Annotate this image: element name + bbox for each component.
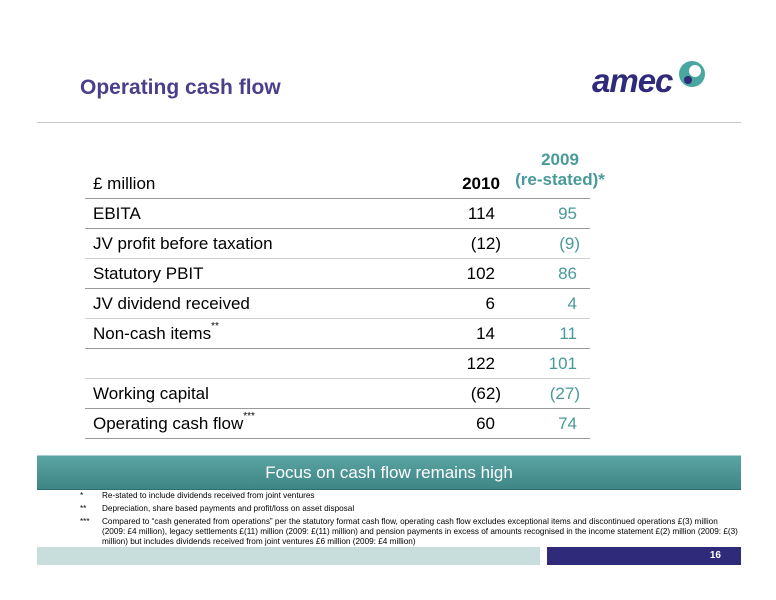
row-label: Non-cash items** xyxy=(93,321,219,344)
row-value-2010: (62) xyxy=(470,384,501,403)
row-label: EBITA xyxy=(93,204,141,223)
footer-bar xyxy=(37,547,540,565)
header-2010: 2010 xyxy=(462,174,500,193)
row-value-2009: 74 xyxy=(558,414,577,433)
row-label: JV profit before taxation xyxy=(93,234,273,253)
logo-swirl-icon xyxy=(679,61,705,87)
row-label-text: Operating cash flow xyxy=(93,414,244,433)
row-value-2010: 122 xyxy=(466,354,495,373)
row-value-2010: 6 xyxy=(485,294,495,313)
table-row-subtotal: 122 101 xyxy=(85,349,590,379)
footnote-text: Re-stated to include dividends received … xyxy=(102,491,315,500)
row-label: Operating cash flow*** xyxy=(93,411,255,434)
footnote-text: Compared to “cash generated from operati… xyxy=(102,517,738,546)
table-row: JV dividend received 6 4 xyxy=(85,289,590,319)
footnotes: * Re-stated to include dividends receive… xyxy=(80,491,740,550)
footnote-mark: * xyxy=(80,491,84,500)
row-value-2009: (27) xyxy=(549,384,580,403)
row-footnote-mark: *** xyxy=(243,411,255,422)
logo-wordmark: amec xyxy=(592,62,673,99)
row-value-2010: (12) xyxy=(470,234,501,253)
row-value-2009: 11 xyxy=(559,324,577,343)
table-header: £ million 2010 2009 (re-stated)* xyxy=(85,150,605,199)
highlight-banner: Focus on cash flow remains high xyxy=(37,455,741,490)
row-value-2010: 114 xyxy=(467,204,495,223)
amec-logo: amec xyxy=(592,58,712,102)
row-value-2010: 14 xyxy=(476,324,495,343)
footnote: ** Depreciation, share based payments an… xyxy=(80,504,740,514)
cash-flow-table: £ million 2010 2009 (re-stated)* EBITA 1… xyxy=(85,150,605,439)
row-value-2009: 4 xyxy=(567,294,577,313)
row-value-2010: 102 xyxy=(466,264,495,283)
row-label: JV dividend received xyxy=(93,294,250,313)
page-number: 16 xyxy=(709,550,721,561)
table-row: EBITA 114 95 xyxy=(85,199,590,229)
slide-title: Operating cash flow xyxy=(80,76,281,99)
footnote-mark: ** xyxy=(80,504,87,513)
row-value-2009: 86 xyxy=(558,264,577,283)
footnote-mark: *** xyxy=(80,517,90,526)
footnote: * Re-stated to include dividends receive… xyxy=(80,491,740,501)
header-unit-label: £ million xyxy=(93,174,156,193)
table-row: Statutory PBIT 102 86 xyxy=(85,259,590,289)
footnote: *** Compared to “cash generated from ope… xyxy=(80,517,740,547)
table-row-total: Operating cash flow*** 60 74 xyxy=(85,409,590,439)
header-2009-year: 2009 xyxy=(541,150,579,169)
row-footnote-mark: ** xyxy=(211,321,219,332)
row-value-2010: 60 xyxy=(476,414,495,433)
table-row: Non-cash items** 14 11 xyxy=(85,319,590,349)
header-2009: 2009 (re-stated)* xyxy=(505,150,615,190)
row-label: Statutory PBIT xyxy=(93,264,204,283)
header-divider xyxy=(37,122,741,123)
row-value-2009: (9) xyxy=(559,234,580,253)
table-row: JV profit before taxation (12) (9) xyxy=(85,229,590,259)
header-2009-note: (re-stated)* xyxy=(515,170,605,189)
page-number-bar: 16 xyxy=(547,547,741,565)
row-label-text: Non-cash items xyxy=(93,324,212,343)
footnote-text: Depreciation, share based payments and p… xyxy=(102,504,355,513)
row-value-2009: 95 xyxy=(558,204,577,223)
table-row: Working capital (62) (27) xyxy=(85,379,590,409)
row-value-2009: 101 xyxy=(548,354,577,373)
row-label: Working capital xyxy=(93,384,209,403)
